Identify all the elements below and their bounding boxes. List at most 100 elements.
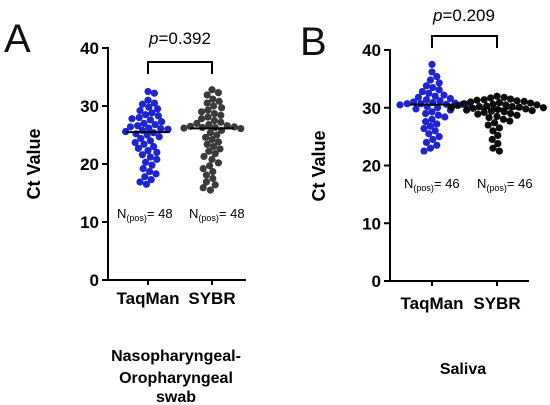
data-point: [138, 100, 146, 108]
n-value: = 46: [434, 176, 460, 191]
data-point: [154, 105, 162, 113]
data-point: [134, 144, 142, 152]
n-value: = 48: [147, 206, 173, 221]
data-point: [467, 98, 475, 106]
data-point: [533, 101, 541, 109]
data-point: [215, 97, 223, 105]
data-point: [146, 137, 154, 145]
panel-b: B Ct Value 0 10 20 30 40 TaqMan SYBR p=0.209…: [300, 6, 548, 378]
data-point: [211, 181, 219, 189]
data-point: [135, 114, 143, 122]
panel-a: A Ct Value 0 10 20 30 40 TaqMan SYBR p=0.392…: [4, 17, 246, 405]
data-point: [428, 108, 436, 116]
n-count-label-sybr-b: N(pos)= 46: [477, 176, 533, 193]
data-point: [440, 91, 448, 99]
data-point: [145, 103, 153, 111]
data-point: [146, 167, 154, 176]
data-point: [412, 105, 420, 113]
data-point: [488, 135, 496, 144]
data-point: [206, 186, 214, 194]
data-point: [495, 98, 503, 107]
data-point: [487, 94, 495, 102]
data-point: [202, 133, 210, 141]
data-point: [122, 127, 130, 136]
data-point: [230, 123, 238, 131]
data-point: [217, 118, 225, 126]
data-point: [142, 158, 150, 166]
data-point: [447, 104, 455, 112]
data-point: [152, 170, 160, 178]
n-subscript: (pos): [198, 213, 219, 223]
data-point: [493, 112, 501, 121]
data-point: [433, 72, 441, 81]
data-points-a: [122, 86, 245, 194]
panel-label-a: A: [4, 17, 31, 61]
data-point: [144, 87, 152, 96]
data-point: [528, 107, 536, 115]
data-point: [203, 140, 211, 148]
data-point: [210, 109, 218, 118]
data-point: [210, 116, 218, 125]
p-symbol: p: [432, 6, 442, 25]
data-point: [428, 68, 436, 76]
data-point: [431, 92, 439, 100]
data-point: [422, 82, 430, 90]
data-point: [435, 79, 443, 87]
data-point: [494, 139, 502, 148]
data-point: [418, 87, 426, 96]
n-count-label-sybr-a: N(pos)= 48: [189, 206, 245, 223]
data-point: [211, 149, 219, 158]
y-tick-label: 10: [362, 214, 381, 233]
data-point: [199, 184, 207, 192]
n-symbol: N: [189, 206, 198, 221]
y-axis-title-b: Ct Value: [309, 130, 329, 201]
data-point: [433, 141, 441, 149]
data-point: [206, 162, 214, 170]
data-point: [489, 144, 497, 152]
data-point: [426, 76, 434, 84]
p-value-text: =0.392: [158, 29, 210, 48]
data-point: [202, 171, 210, 179]
data-point: [429, 135, 437, 144]
data-point: [425, 89, 433, 97]
significance-bracket-a: [147, 61, 213, 74]
data-point: [217, 111, 225, 119]
n-value: = 46: [507, 176, 533, 191]
n-value: = 48: [219, 206, 245, 221]
data-point: [454, 101, 462, 110]
data-point: [146, 116, 154, 124]
data-point: [144, 147, 152, 155]
n-symbol: N: [404, 176, 413, 191]
data-point: [480, 96, 488, 104]
data-point: [495, 147, 503, 155]
y-axis-title-a: Ct Value: [24, 128, 44, 199]
data-point: [128, 115, 136, 123]
data-point: [153, 155, 161, 163]
category-label-taqman-b: TaqMan: [401, 294, 464, 313]
data-point: [204, 113, 212, 121]
sample-caption-b: Saliva: [440, 361, 486, 378]
data-point: [142, 180, 150, 188]
data-point: [136, 178, 144, 186]
data-point: [422, 118, 430, 126]
data-point: [204, 106, 212, 114]
sample-caption-line-1-a: Nasopharyngeal-: [111, 348, 241, 365]
y-tick-label: 40: [362, 41, 381, 60]
n-symbol: N: [117, 206, 126, 221]
data-point: [210, 143, 218, 151]
data-point: [431, 127, 439, 135]
data-point: [164, 125, 172, 133]
data-point: [153, 148, 161, 156]
data-point: [463, 106, 471, 114]
data-point: [198, 115, 206, 123]
p-value-label-b: p=0.209: [432, 6, 495, 25]
data-point: [209, 95, 217, 103]
data-point: [434, 111, 442, 119]
p-value-label-a: p=0.392: [148, 29, 211, 48]
data-point: [502, 101, 510, 109]
p-value-text: =0.209: [442, 6, 494, 25]
data-point: [208, 155, 216, 163]
y-axis-ticks-a: 0 10 20 30 40: [80, 39, 108, 290]
data-point: [495, 124, 503, 132]
